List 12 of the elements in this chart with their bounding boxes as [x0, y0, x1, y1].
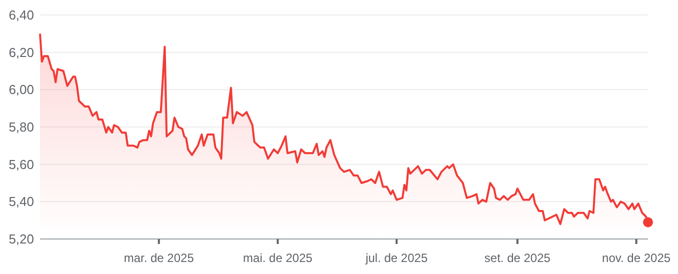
x-tick-label: mar. de 2025: [124, 251, 194, 265]
y-tick-label: 5,20: [8, 232, 34, 247]
y-tick-label: 5,60: [8, 156, 34, 172]
x-tick-label: mai. de 2025: [243, 251, 313, 265]
y-tick-label: 5,80: [8, 120, 34, 135]
x-tick-label: nov. de 2025: [602, 251, 671, 265]
y-tick-label: 6,00: [8, 82, 34, 98]
y-tick-label: 5,40: [8, 194, 34, 210]
y-tick-label: 6,20: [8, 44, 34, 60]
x-tick-label: jul. de 2025: [364, 251, 428, 265]
x-tick-label: set. de 2025: [484, 251, 551, 265]
y-tick-label: 6,40: [8, 8, 34, 23]
